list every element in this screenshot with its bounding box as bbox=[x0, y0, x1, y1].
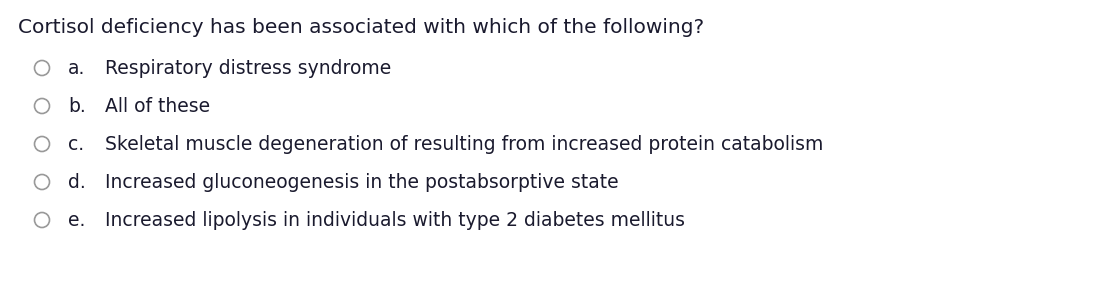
Text: b.: b. bbox=[68, 96, 86, 116]
Ellipse shape bbox=[34, 61, 50, 76]
Text: d.: d. bbox=[68, 173, 86, 191]
Text: c.: c. bbox=[68, 134, 84, 153]
Text: Increased lipolysis in individuals with type 2 diabetes mellitus: Increased lipolysis in individuals with … bbox=[104, 211, 685, 230]
Text: All of these: All of these bbox=[104, 96, 210, 116]
Ellipse shape bbox=[34, 175, 50, 190]
Text: a.: a. bbox=[68, 59, 86, 78]
Ellipse shape bbox=[34, 98, 50, 113]
Text: Cortisol deficiency has been associated with which of the following?: Cortisol deficiency has been associated … bbox=[18, 18, 704, 37]
Ellipse shape bbox=[34, 136, 50, 151]
Ellipse shape bbox=[34, 213, 50, 228]
Text: e.: e. bbox=[68, 211, 86, 230]
Text: Skeletal muscle degeneration of resulting from increased protein catabolism: Skeletal muscle degeneration of resultin… bbox=[104, 134, 824, 153]
Text: Increased gluconeogenesis in the postabsorptive state: Increased gluconeogenesis in the postabs… bbox=[104, 173, 618, 191]
Text: Respiratory distress syndrome: Respiratory distress syndrome bbox=[104, 59, 392, 78]
